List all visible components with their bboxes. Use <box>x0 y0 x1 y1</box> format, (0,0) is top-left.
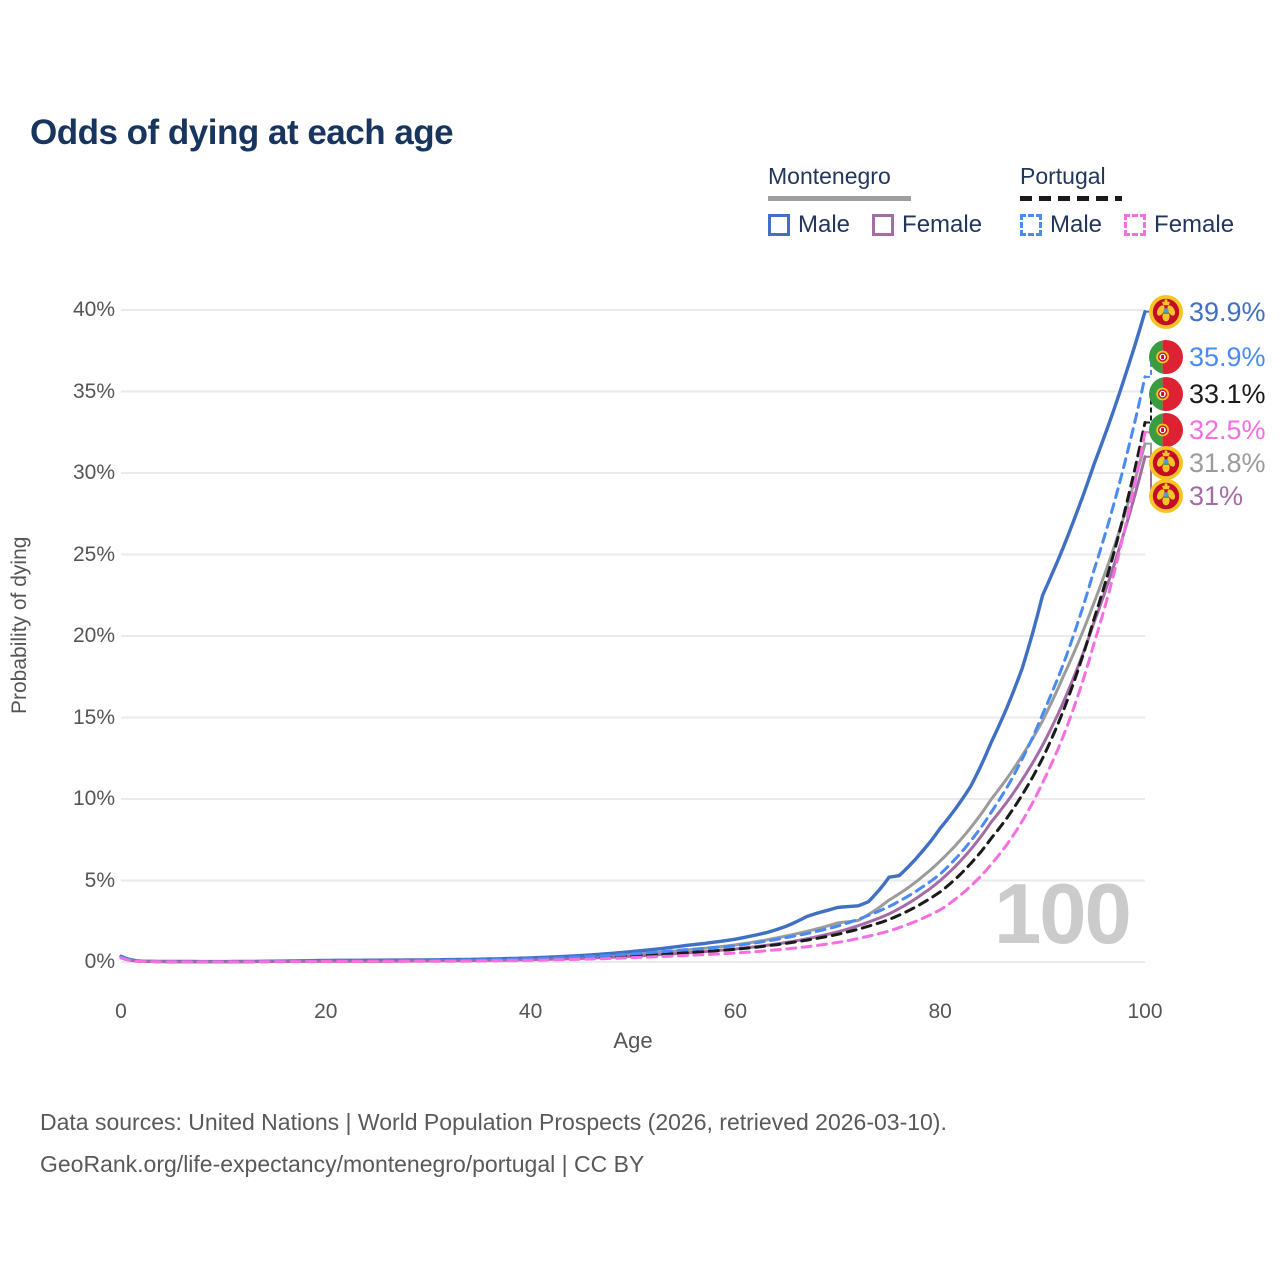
end-value-label: 33.1% <box>1189 378 1266 409</box>
legend-title-portugal[interactable]: Portugal <box>1020 163 1106 189</box>
x-axis-title: Age <box>613 1028 653 1053</box>
y-tick-label: 30% <box>72 461 115 484</box>
y-tick-label: 0% <box>84 950 115 973</box>
x-tick-label: 60 <box>723 1000 748 1023</box>
end-value-label: 32.5% <box>1189 414 1266 445</box>
x-tick-label: 0 <box>115 1000 127 1023</box>
legend-underline-montenegro-total-line <box>768 196 911 201</box>
y-tick-label: 25% <box>72 542 115 566</box>
end-value-label: 31.8% <box>1189 447 1266 478</box>
legend-label-portugal-male[interactable]: Male <box>1050 211 1103 238</box>
legend-swatch-portugal-female[interactable] <box>1124 214 1147 236</box>
legend-swatch-montenegro-male[interactable] <box>768 214 790 236</box>
legend-swatch-montenegro-female[interactable] <box>872 214 895 236</box>
end-label-montenegro-female: 31% <box>1149 479 1243 513</box>
x-tick-label: 40 <box>518 1000 543 1023</box>
y-tick-label: 15% <box>72 705 115 729</box>
end-value-label: 31% <box>1189 480 1244 511</box>
end-label-montenegro-male: 39.9% <box>1149 295 1266 329</box>
age-watermark: 100 <box>994 867 1132 962</box>
legend-underline-portugal-total-line <box>1020 196 1122 201</box>
legend-label-montenegro-male[interactable]: Male <box>798 211 851 238</box>
x-tick-label: 100 <box>1127 1000 1163 1023</box>
x-tick-label: 80 <box>928 1000 952 1023</box>
end-label-montenegro-total: 31.8% <box>1149 446 1266 480</box>
data-sources-note: Data sources: United Nations | World Pop… <box>40 1109 947 1135</box>
legend-group-montenegro: Montenegro Male Female <box>768 163 988 239</box>
montenegro-flag-icon <box>1149 446 1183 480</box>
montenegro-flag-icon <box>1149 479 1183 513</box>
attribution-link: GeoRank.org/life-expectancy/montenegro/p… <box>40 1151 645 1177</box>
end-label-portugal-male: 35.9% <box>1149 340 1266 374</box>
probability-line-montenegro-female[interactable] <box>119 455 1147 964</box>
y-tick-label: 5% <box>84 868 115 892</box>
probability-line-portugal-male[interactable] <box>119 375 1147 964</box>
end-label-portugal-female: 32.5% <box>1149 413 1266 447</box>
end-label-portugal-total: 33.1% <box>1149 377 1266 411</box>
x-tick-label: 20 <box>314 1000 338 1023</box>
portugal-flag-icon <box>1149 377 1183 411</box>
portugal-flag-icon <box>1149 413 1183 447</box>
legend-label-portugal-female[interactable]: Female <box>1154 211 1235 238</box>
y-tick-label: 40% <box>72 298 115 321</box>
montenegro-flag-icon <box>1149 295 1183 329</box>
legend-label-montenegro-female[interactable]: Female <box>902 211 983 238</box>
probability-line-montenegro-total[interactable] <box>119 442 1147 964</box>
legend-title-montenegro[interactable]: Montenegro <box>768 163 891 189</box>
end-value-label: 39.9% <box>1189 296 1266 327</box>
y-tick-label: 35% <box>72 379 115 403</box>
portugal-flag-icon <box>1149 340 1183 374</box>
legend-swatch-portugal-male[interactable] <box>1020 214 1042 236</box>
y-tick-label: 10% <box>72 787 115 810</box>
page-title: Odds of dying at each age <box>30 113 454 153</box>
probability-line-portugal-female[interactable] <box>119 430 1147 964</box>
y-tick-label: 20% <box>72 624 115 647</box>
end-value-label: 35.9% <box>1189 341 1266 372</box>
legend-group-portugal: Portugal Male Female <box>1020 163 1250 239</box>
